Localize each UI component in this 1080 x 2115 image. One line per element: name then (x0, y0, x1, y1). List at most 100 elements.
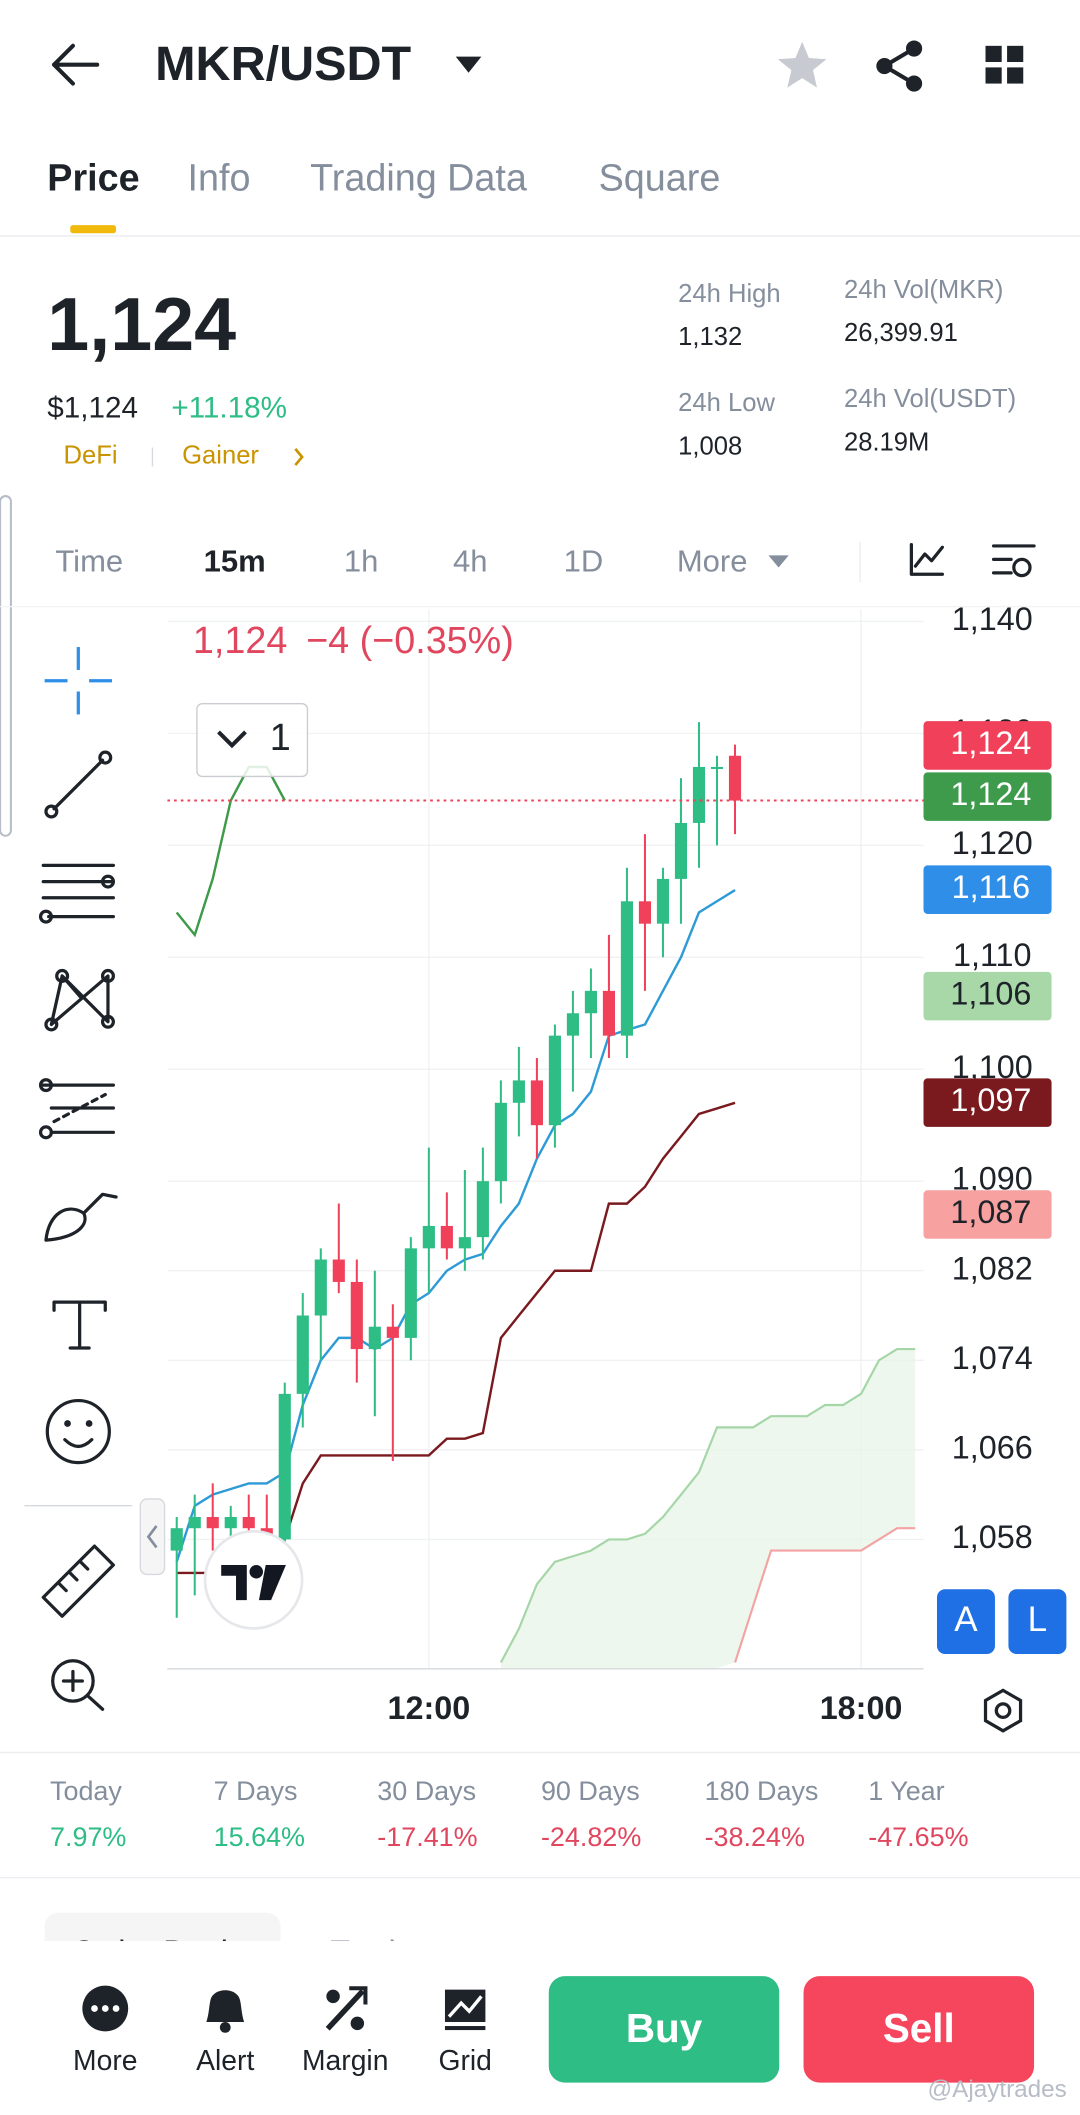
candle-body (728, 755, 742, 801)
side-handle[interactable] (0, 495, 12, 837)
candle-body (350, 1281, 363, 1350)
price-tag-label: 1,124 (950, 725, 1031, 761)
perf-value: -47.65% (868, 1822, 968, 1852)
perf-value: -24.82% (541, 1822, 641, 1852)
y-tick-label: 1,074 (952, 1340, 1033, 1376)
candle-body (296, 1315, 309, 1394)
book-tab[interactable]: Order Book (72, 1934, 238, 1970)
line-tool[interactable] (44, 750, 113, 819)
tab-indicator (70, 225, 117, 234)
back-button[interactable] (52, 43, 100, 86)
stat-label: 24h Vol(MKR) (844, 276, 1003, 304)
pattern-tool[interactable] (44, 968, 115, 1032)
favorite-star[interactable] (777, 41, 827, 88)
candle-body (224, 1517, 237, 1529)
indicator-button[interactable] (909, 542, 944, 576)
price-tag (923, 772, 1052, 821)
zoom-tool[interactable] (51, 1659, 105, 1711)
candle-body (530, 1080, 543, 1126)
stat-label: 24h Low (678, 389, 775, 417)
candle-body (458, 1237, 471, 1249)
interval[interactable]: 15m (204, 544, 266, 579)
sell-button[interactable] (803, 1976, 1035, 2083)
margin-icon (325, 1986, 368, 2031)
buy-label: Buy (626, 2005, 703, 2051)
y-tick-label: 1,120 (952, 825, 1033, 861)
perf-label: 30 Days (377, 1776, 476, 1806)
overlay-button[interactable] (936, 1589, 995, 1654)
collapse-toolbar[interactable] (139, 1498, 166, 1576)
indicator-badge[interactable] (196, 702, 309, 778)
candle-body (620, 901, 634, 1036)
layout-button[interactable] (985, 45, 1024, 84)
tab[interactable]: Info (188, 157, 251, 199)
price-change: +11.18% (171, 392, 287, 425)
chart-settings[interactable] (983, 1688, 1023, 1733)
pair-title[interactable]: MKR/USDT (155, 37, 411, 91)
tab[interactable]: Price (47, 157, 139, 199)
perf-label: Today (50, 1776, 122, 1806)
tab[interactable]: Square (599, 157, 721, 199)
settings-button[interactable] (991, 544, 1036, 578)
interval[interactable]: 1D (564, 544, 604, 579)
usd-price: $1,124 (47, 392, 138, 425)
interval[interactable]: More (677, 544, 748, 579)
perf-value: 15.64% (214, 1822, 305, 1852)
action-label[interactable]: Grid (438, 2044, 491, 2076)
price-tag (923, 1078, 1052, 1127)
last-price: 1,124 (47, 282, 236, 366)
price-tag (923, 971, 1052, 1021)
badge-count: 1 (270, 716, 291, 758)
interval[interactable]: 1h (344, 544, 378, 579)
candle-body (422, 1225, 435, 1249)
action-label[interactable]: Alert (196, 2044, 254, 2076)
pair-dropdown[interactable] (455, 56, 482, 73)
tab-bg (44, 1912, 281, 1942)
chevron (294, 448, 304, 466)
indicator-line (176, 1101, 736, 1575)
tag[interactable]: DeFi (63, 442, 117, 470)
interval[interactable]: Time (55, 544, 123, 579)
grid-icon (444, 1989, 486, 2031)
crosshair-tool[interactable] (44, 647, 113, 715)
candle-body (314, 1259, 327, 1316)
price-tag-label: 1,097 (950, 1082, 1031, 1118)
action-label[interactable]: More (73, 2044, 137, 2076)
brush-tool[interactable] (44, 1192, 118, 1242)
candle-body (404, 1248, 417, 1338)
book-tab[interactable]: Trades (330, 1934, 429, 1970)
candle-body (206, 1517, 219, 1529)
interval[interactable]: 4h (453, 544, 487, 579)
price-tag (923, 721, 1052, 770)
plot-area (167, 609, 924, 1669)
share-button[interactable] (876, 40, 923, 92)
candle-body (512, 1080, 525, 1103)
legend-change: −4 (−0.35%) (306, 619, 514, 661)
stat-value: 28.19M (844, 428, 929, 456)
chevron (217, 730, 247, 749)
tab[interactable]: Trading Data (310, 157, 527, 199)
buy-button[interactable] (548, 1976, 780, 2083)
stat-label: 24h Vol(USDT) (844, 385, 1016, 413)
sell-label: Sell (883, 2005, 955, 2051)
perf-value: 7.97% (50, 1822, 126, 1852)
cloud (500, 1349, 916, 1669)
candle-body (278, 1393, 291, 1540)
indicator-line (175, 765, 286, 938)
candle-body (566, 1013, 579, 1036)
overlay-button[interactable] (1008, 1589, 1067, 1654)
text-tool[interactable] (52, 1300, 107, 1350)
measure-tool[interactable] (41, 1544, 115, 1618)
tag[interactable]: Gainer (182, 442, 259, 470)
fib-tool[interactable] (38, 1078, 115, 1140)
stat-value: 1,008 (678, 432, 742, 460)
candle-body (332, 1259, 345, 1282)
candle-body (494, 1102, 507, 1182)
price-tag-label: 1,106 (950, 976, 1031, 1012)
price-tag-label: 1,087 (950, 1194, 1031, 1230)
price-tag-label: 1,124 (950, 776, 1031, 812)
parallel-tool[interactable] (38, 863, 115, 924)
emoji-tool[interactable] (45, 1398, 111, 1465)
action-label[interactable]: Margin (302, 2044, 388, 2076)
